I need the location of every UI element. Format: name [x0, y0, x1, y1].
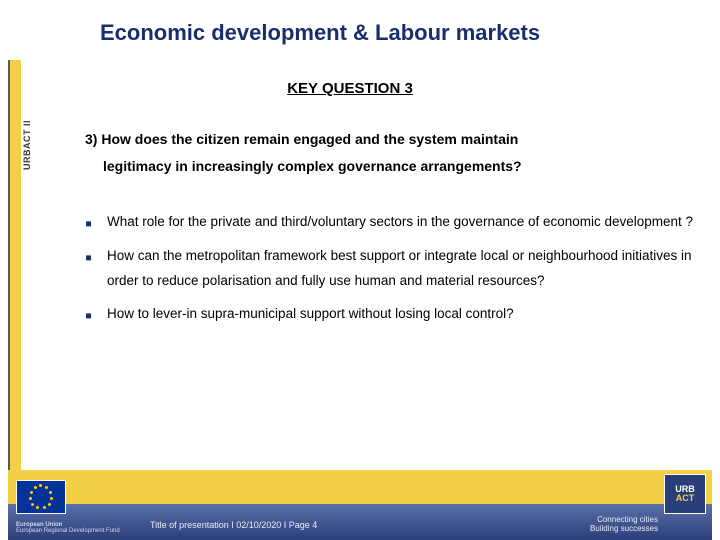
- eu-label: European Union European Regional Develop…: [16, 522, 120, 535]
- tagline-line1: Connecting cities: [590, 515, 658, 525]
- urbact-logo-icon: URB ACT: [664, 474, 706, 514]
- footer-tagline: Connecting cities Building successes: [590, 515, 658, 534]
- eu-label-line2: European Regional Development Fund: [16, 528, 120, 535]
- sidebar-label: URBACT II: [22, 120, 32, 170]
- eu-stars: [28, 484, 54, 510]
- main-question: 3) How does the citizen remain engaged a…: [85, 126, 690, 179]
- bullet-item: ▪ How to lever-in supra-municipal suppor…: [85, 302, 695, 328]
- bullet-marker-icon: ▪: [85, 244, 107, 294]
- bullet-item: ▪ How can the metropolitan framework bes…: [85, 244, 695, 294]
- key-question-heading: KEY QUESTION 3: [100, 80, 600, 97]
- footer-yellow-bar: [8, 470, 712, 504]
- logo-line2: ACT: [676, 494, 695, 503]
- bullet-marker-icon: ▪: [85, 210, 107, 236]
- bullet-text: What role for the private and third/volu…: [107, 210, 695, 236]
- footer-meta: Title of presentation I 02/10/2020 I Pag…: [150, 520, 317, 530]
- question-line2: legitimacy in increasingly complex gover…: [85, 153, 522, 180]
- bullet-item: ▪ What role for the private and third/vo…: [85, 210, 695, 236]
- tagline-line2: Building successes: [590, 524, 658, 534]
- eu-label-line1: European Union: [16, 522, 120, 529]
- bullet-marker-icon: ▪: [85, 302, 107, 328]
- eu-flag-icon: [16, 480, 66, 514]
- question-line1: 3) How does the citizen remain engaged a…: [85, 131, 518, 147]
- bullet-text: How can the metropolitan framework best …: [107, 244, 695, 294]
- bullet-list: ▪ What role for the private and third/vo…: [85, 210, 695, 336]
- page-title: Economic development & Labour markets: [100, 20, 680, 46]
- bullet-text: How to lever-in supra-municipal support …: [107, 302, 695, 328]
